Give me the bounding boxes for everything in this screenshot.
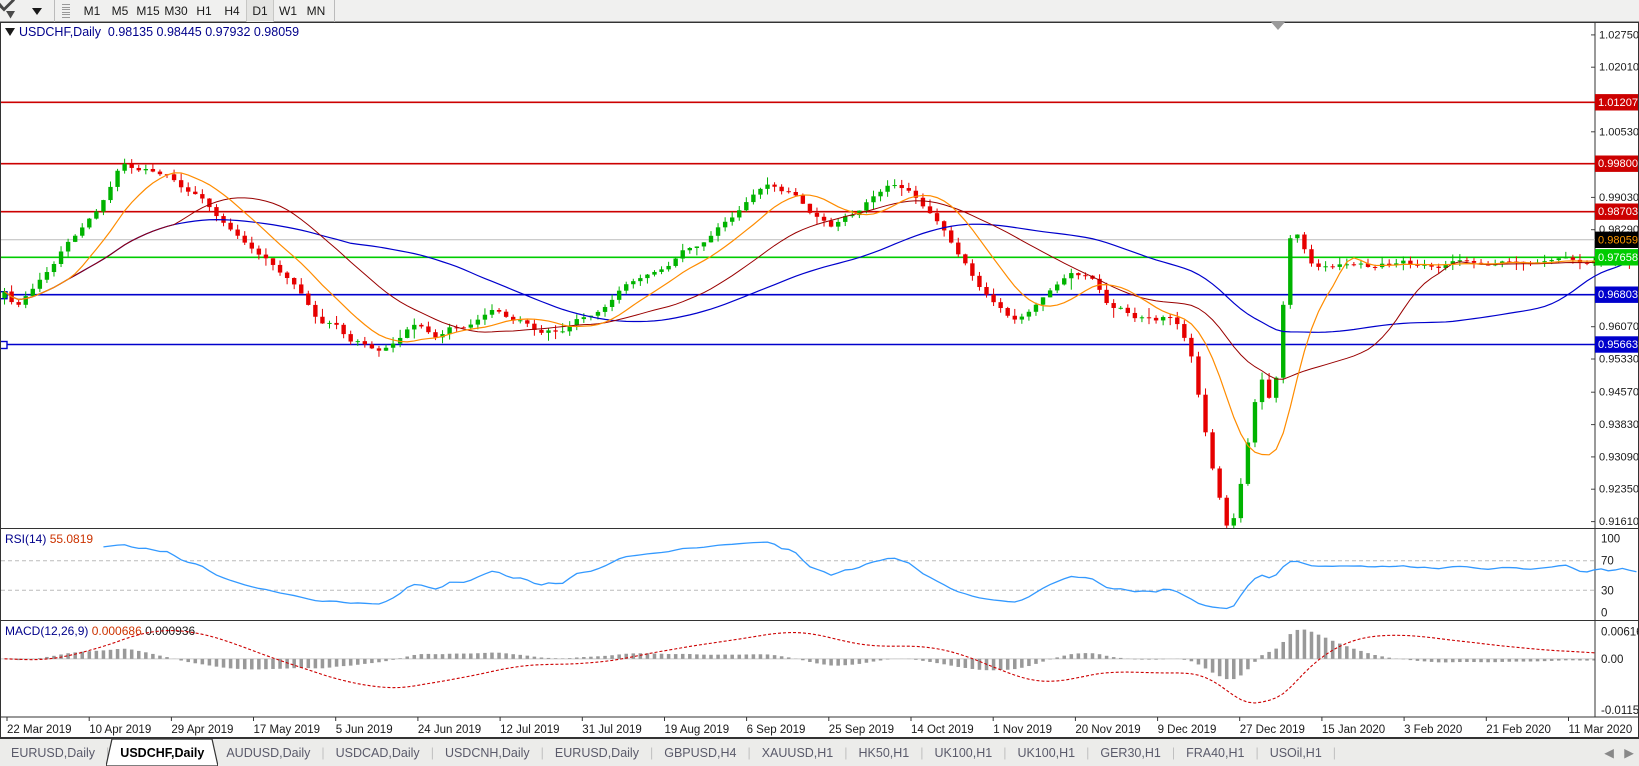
svg-text:0.95330: 0.95330 — [1599, 354, 1639, 366]
svg-text:100: 100 — [1601, 534, 1620, 546]
svg-text:1.00530: 1.00530 — [1599, 126, 1639, 138]
svg-text:10 Apr 2019: 10 Apr 2019 — [89, 724, 151, 736]
svg-text:17 May 2019: 17 May 2019 — [254, 724, 321, 736]
svg-text:14 Oct 2019: 14 Oct 2019 — [911, 724, 974, 736]
svg-text:5 Jun 2019: 5 Jun 2019 — [336, 724, 393, 736]
svg-text:1 Nov 2019: 1 Nov 2019 — [993, 724, 1052, 736]
svg-text:0.99800: 0.99800 — [1598, 158, 1638, 170]
svg-text:21 Feb 2020: 21 Feb 2020 — [1486, 724, 1551, 736]
svg-text:0.91610: 0.91610 — [1599, 516, 1639, 528]
svg-text:0.96803: 0.96803 — [1598, 289, 1638, 301]
svg-text:0.95663: 0.95663 — [1598, 339, 1638, 351]
svg-text:0.006167: 0.006167 — [1601, 627, 1639, 639]
svg-text:0.00: 0.00 — [1601, 654, 1623, 666]
svg-text:25 Sep 2019: 25 Sep 2019 — [829, 724, 894, 736]
svg-text:0.98703: 0.98703 — [1598, 206, 1638, 218]
svg-text:0.92350: 0.92350 — [1599, 484, 1639, 496]
svg-text:0.93830: 0.93830 — [1599, 419, 1639, 431]
svg-text:31 Jul 2019: 31 Jul 2019 — [582, 724, 641, 736]
svg-text:1.02750: 1.02750 — [1599, 29, 1639, 41]
svg-text:0.93090: 0.93090 — [1599, 451, 1639, 463]
svg-text:1.01207: 1.01207 — [1598, 97, 1638, 109]
svg-text:1.02010: 1.02010 — [1599, 62, 1639, 74]
svg-text:11 Mar 2020: 11 Mar 2020 — [1569, 724, 1633, 736]
svg-text:27 Dec 2019: 27 Dec 2019 — [1240, 724, 1305, 736]
svg-text:0.94570: 0.94570 — [1599, 387, 1639, 399]
svg-text:30: 30 — [1601, 585, 1614, 597]
svg-text:19 Aug 2019: 19 Aug 2019 — [665, 724, 730, 736]
svg-text:6 Sep 2019: 6 Sep 2019 — [747, 724, 806, 736]
svg-text:-0.01153: -0.01153 — [1601, 705, 1639, 717]
svg-text:0.99030: 0.99030 — [1599, 192, 1639, 204]
svg-text:3 Feb 2020: 3 Feb 2020 — [1404, 724, 1462, 736]
svg-text:70: 70 — [1601, 556, 1614, 568]
svg-text:9 Dec 2019: 9 Dec 2019 — [1158, 724, 1217, 736]
svg-text:12 Jul 2019: 12 Jul 2019 — [500, 724, 559, 736]
svg-text:0.96070: 0.96070 — [1599, 321, 1639, 333]
svg-text:0: 0 — [1601, 607, 1607, 619]
svg-text:20 Nov 2019: 20 Nov 2019 — [1075, 724, 1140, 736]
svg-text:24 Jun 2019: 24 Jun 2019 — [418, 724, 481, 736]
svg-text:22 Mar 2019: 22 Mar 2019 — [7, 724, 72, 736]
svg-text:15 Jan 2020: 15 Jan 2020 — [1322, 724, 1385, 736]
svg-text:29 Apr 2019: 29 Apr 2019 — [171, 724, 233, 736]
svg-text:0.98059: 0.98059 — [1598, 234, 1638, 246]
svg-text:0.97658: 0.97658 — [1598, 252, 1638, 264]
